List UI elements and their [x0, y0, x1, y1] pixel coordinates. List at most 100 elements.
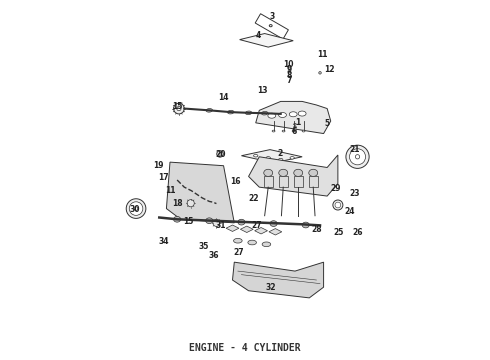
Text: 15: 15 — [172, 102, 182, 111]
Polygon shape — [269, 229, 282, 235]
Ellipse shape — [294, 123, 296, 125]
Polygon shape — [226, 225, 239, 231]
Ellipse shape — [290, 157, 294, 159]
Ellipse shape — [288, 71, 291, 73]
Ellipse shape — [335, 202, 341, 208]
Ellipse shape — [282, 130, 285, 132]
Ellipse shape — [227, 110, 234, 114]
Text: 13: 13 — [257, 86, 268, 95]
Ellipse shape — [294, 126, 296, 128]
Text: 11: 11 — [166, 185, 176, 194]
Text: 27: 27 — [233, 248, 244, 257]
Ellipse shape — [355, 155, 360, 159]
Text: 36: 36 — [209, 251, 219, 260]
Ellipse shape — [206, 109, 213, 112]
Ellipse shape — [262, 242, 270, 247]
Text: 17: 17 — [158, 173, 169, 182]
Ellipse shape — [294, 129, 296, 131]
Text: 11: 11 — [318, 50, 328, 59]
Text: 4: 4 — [256, 31, 261, 40]
Text: 3: 3 — [269, 12, 274, 21]
Text: 27: 27 — [251, 221, 262, 230]
Ellipse shape — [279, 158, 283, 161]
Ellipse shape — [217, 151, 223, 157]
Ellipse shape — [294, 129, 296, 131]
Bar — [255, 14, 289, 39]
Text: 25: 25 — [334, 228, 344, 237]
Text: ENGINE - 4 CYLINDER: ENGINE - 4 CYLINDER — [189, 343, 301, 353]
Text: 9: 9 — [287, 66, 292, 75]
Text: 6: 6 — [292, 127, 297, 136]
Text: 18: 18 — [172, 199, 183, 208]
Ellipse shape — [294, 126, 296, 128]
Ellipse shape — [309, 169, 318, 176]
Text: 23: 23 — [350, 189, 360, 198]
Ellipse shape — [294, 123, 296, 125]
Polygon shape — [167, 162, 234, 223]
Ellipse shape — [270, 24, 272, 27]
Polygon shape — [256, 102, 331, 134]
Text: 28: 28 — [312, 225, 322, 234]
Text: 2: 2 — [277, 149, 283, 158]
Ellipse shape — [288, 66, 291, 68]
Polygon shape — [255, 228, 268, 234]
Bar — [294, 176, 303, 187]
Ellipse shape — [248, 240, 256, 245]
Ellipse shape — [206, 218, 213, 224]
Ellipse shape — [294, 169, 303, 176]
Text: 7: 7 — [287, 76, 293, 85]
Ellipse shape — [238, 219, 245, 225]
Polygon shape — [248, 155, 338, 196]
Polygon shape — [232, 262, 323, 298]
Ellipse shape — [302, 222, 309, 228]
Text: 34: 34 — [158, 237, 169, 246]
Ellipse shape — [213, 219, 220, 226]
Ellipse shape — [129, 202, 143, 215]
Text: 30: 30 — [130, 205, 140, 214]
Ellipse shape — [292, 130, 295, 132]
Polygon shape — [240, 33, 293, 47]
Text: 5: 5 — [324, 119, 330, 128]
Ellipse shape — [289, 112, 297, 117]
Ellipse shape — [234, 238, 242, 243]
Ellipse shape — [294, 123, 296, 125]
Text: 1: 1 — [295, 118, 300, 127]
Text: 16: 16 — [230, 176, 240, 185]
Text: 21: 21 — [350, 145, 360, 154]
Ellipse shape — [187, 200, 194, 207]
Ellipse shape — [219, 153, 221, 156]
Ellipse shape — [319, 72, 321, 74]
Ellipse shape — [279, 112, 287, 117]
Ellipse shape — [134, 207, 138, 210]
Ellipse shape — [270, 221, 277, 226]
Ellipse shape — [173, 103, 184, 114]
Bar — [264, 176, 272, 187]
Ellipse shape — [279, 169, 288, 176]
Text: 26: 26 — [352, 228, 363, 237]
Text: 15: 15 — [183, 217, 194, 226]
Polygon shape — [242, 150, 302, 163]
Ellipse shape — [126, 199, 146, 219]
Bar — [279, 176, 288, 187]
Ellipse shape — [333, 200, 343, 210]
Text: 29: 29 — [331, 184, 342, 193]
Ellipse shape — [294, 126, 296, 128]
Text: 8: 8 — [287, 71, 293, 80]
Text: 14: 14 — [219, 93, 229, 102]
Ellipse shape — [272, 130, 275, 132]
Text: 24: 24 — [344, 207, 355, 216]
Ellipse shape — [264, 169, 272, 176]
Text: 32: 32 — [266, 283, 276, 292]
Ellipse shape — [245, 111, 252, 114]
Ellipse shape — [294, 123, 296, 125]
Text: 31: 31 — [216, 221, 226, 230]
Polygon shape — [241, 226, 253, 233]
Bar — [309, 176, 318, 187]
Ellipse shape — [177, 107, 181, 111]
Ellipse shape — [294, 129, 296, 131]
Ellipse shape — [298, 111, 306, 116]
Text: 22: 22 — [249, 194, 259, 203]
Ellipse shape — [266, 157, 270, 159]
Ellipse shape — [173, 216, 181, 222]
Text: 20: 20 — [216, 150, 226, 159]
